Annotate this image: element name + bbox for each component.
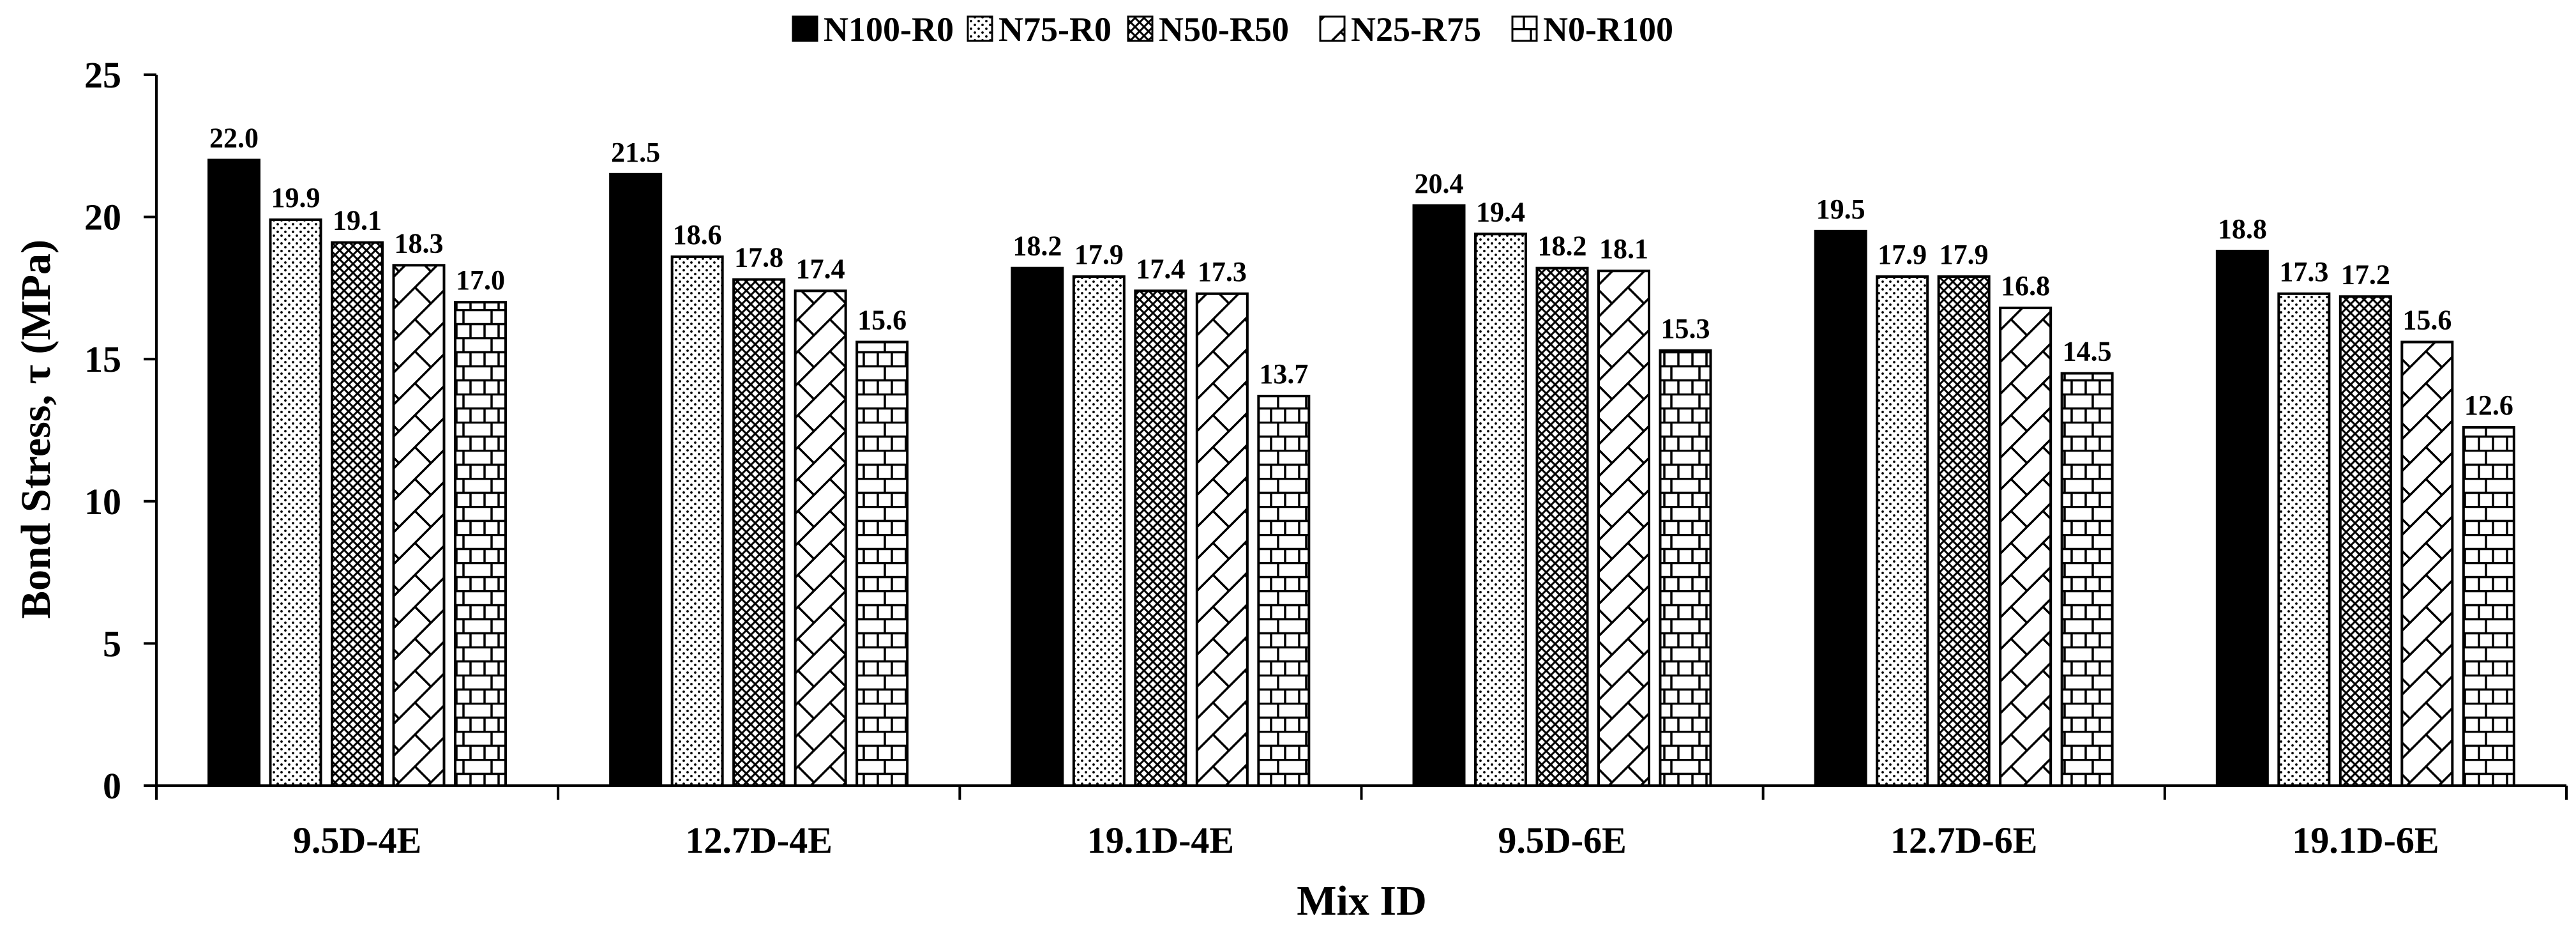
data-label: 15.6	[2402, 304, 2452, 335]
bar-n75-r0-9.5d-6e	[1474, 232, 1527, 787]
x-tick-label: 12.7D-4E	[686, 819, 832, 861]
data-label: 17.9	[1878, 239, 1927, 270]
data-label: 17.9	[1074, 239, 1124, 270]
data-label: 22.0	[209, 123, 259, 154]
bar-n25-r75-9.5d-6e	[1597, 270, 1650, 787]
bar-n100-r0-12.7d-4e	[609, 172, 663, 787]
bar-n50-r50-19.1d-6e	[2339, 295, 2392, 788]
bar-n75-r0-9.5d-4e	[269, 218, 322, 787]
data-label: 18.3	[395, 227, 444, 259]
y-tick-label: 0	[103, 765, 121, 807]
data-label: 20.4	[1415, 168, 1464, 199]
data-labels: 22.0 21.5 18.2 20.4 19.5 18.8 19.9 18.6 17.9 19.4…	[209, 123, 2513, 421]
data-label: 17.4	[1136, 253, 1185, 284]
data-label: 17.0	[456, 264, 505, 296]
data-label: 18.8	[2218, 213, 2267, 245]
bar-n75-r0-12.7d-4e	[670, 255, 724, 788]
data-label: 17.3	[1198, 256, 1247, 287]
x-tick-label: 12.7D-6E	[1890, 819, 2037, 861]
data-label: 15.6	[857, 304, 907, 335]
y-tick-label: 5	[103, 623, 121, 664]
bar-n25-r75-19.1d-4e	[1195, 292, 1249, 787]
legend-label: N75-R0	[998, 10, 1111, 49]
bar-n50-r50-12.7d-4e	[732, 278, 786, 787]
bar-n100-r0-9.5d-4e	[207, 158, 260, 787]
data-label: 12.6	[2464, 390, 2513, 421]
data-label: 21.5	[611, 137, 660, 168]
data-label: 14.5	[2063, 335, 2112, 367]
legend-label: N25-R75	[1351, 10, 1481, 49]
y-tick-label: 15	[84, 339, 121, 380]
bar-n100-r0-12.7d-6e	[1814, 229, 1867, 787]
legend-swatch	[792, 15, 818, 42]
data-label: 13.7	[1259, 358, 1308, 390]
bar-n0-r100-19.1d-6e	[2462, 426, 2515, 787]
data-label: 19.9	[271, 182, 320, 213]
bar-n75-r0-12.7d-6e	[1876, 275, 1929, 788]
bar-n0-r100-12.7d-4e	[855, 340, 909, 787]
y-tick-label: 20	[84, 197, 121, 238]
x-ticks: 9.5D-4E 12.7D-4E 19.1D-4E 9.5D-6E 12.7D-6E 19…	[155, 786, 2568, 861]
y-axis-title: Bond Stress, τ (MPa)	[13, 240, 59, 619]
bar-n50-r50-12.7d-6e	[1937, 275, 1991, 788]
data-label: 17.3	[2279, 256, 2328, 287]
x-axis-title: Mix ID	[1297, 878, 1426, 924]
y-tick-label: 25	[84, 54, 121, 96]
x-tick-label: 19.1D-6E	[2292, 819, 2439, 861]
x-tick-label: 19.1D-4E	[1087, 819, 1234, 861]
bar-n100-r0-9.5d-6e	[1412, 204, 1466, 787]
bar-n75-r0-19.1d-6e	[2277, 292, 2331, 787]
bar-n0-r100-12.7d-6e	[2060, 372, 2114, 787]
bar-n0-r100-19.1d-4e	[1257, 395, 1311, 787]
bar-n50-r50-19.1d-4e	[1134, 289, 1187, 787]
bar-n50-r50-9.5d-4e	[331, 241, 384, 787]
data-label: 19.1	[333, 205, 382, 236]
data-label: 17.2	[2341, 259, 2390, 290]
bars	[207, 158, 2515, 788]
data-label: 16.8	[2001, 270, 2050, 301]
data-label: 17.4	[796, 253, 845, 284]
data-label: 17.9	[1940, 239, 1989, 270]
x-tick-label: 9.5D-6E	[1498, 819, 1626, 861]
data-label: 19.4	[1476, 196, 1525, 227]
data-label: 17.8	[734, 242, 783, 273]
bar-n0-r100-9.5d-6e	[1659, 349, 1712, 787]
legend-swatch	[1319, 15, 1346, 42]
y-tick-label: 10	[84, 481, 121, 522]
y-ticks: 0 5 10 15 20 25	[84, 54, 156, 807]
legend-swatch	[1511, 15, 1538, 42]
data-label: 18.2	[1013, 231, 1062, 262]
legend-swatch	[967, 15, 993, 42]
bar-n100-r0-19.1d-4e	[1011, 266, 1064, 787]
bar-n0-r100-9.5d-4e	[454, 301, 507, 788]
bar-n25-r75-9.5d-4e	[392, 264, 446, 787]
legend-label: N100-R0	[824, 10, 954, 49]
bar-n50-r50-9.5d-6e	[1535, 266, 1589, 787]
legend-label: N0-R100	[1543, 10, 1673, 49]
bar-n100-r0-19.1d-6e	[2215, 250, 2269, 787]
data-label: 18.1	[1599, 233, 1648, 264]
legend: N100-R0 N75-R0 N50-R50 N25-R75 N0-R100	[792, 10, 1673, 49]
data-label: 18.6	[673, 219, 722, 250]
legend-label: N50-R50	[1159, 10, 1289, 49]
bar-n75-r0-19.1d-4e	[1072, 275, 1126, 788]
data-label: 19.5	[1816, 194, 1865, 225]
data-label: 15.3	[1661, 313, 1710, 344]
data-label: 18.2	[1538, 231, 1587, 262]
bar-n25-r75-12.7d-6e	[1999, 307, 2053, 787]
bar-n25-r75-19.1d-6e	[2400, 340, 2454, 787]
bar-n25-r75-12.7d-4e	[794, 289, 847, 787]
axes	[155, 75, 2566, 787]
legend-swatch	[1127, 15, 1154, 42]
x-tick-label: 9.5D-4E	[293, 819, 421, 861]
